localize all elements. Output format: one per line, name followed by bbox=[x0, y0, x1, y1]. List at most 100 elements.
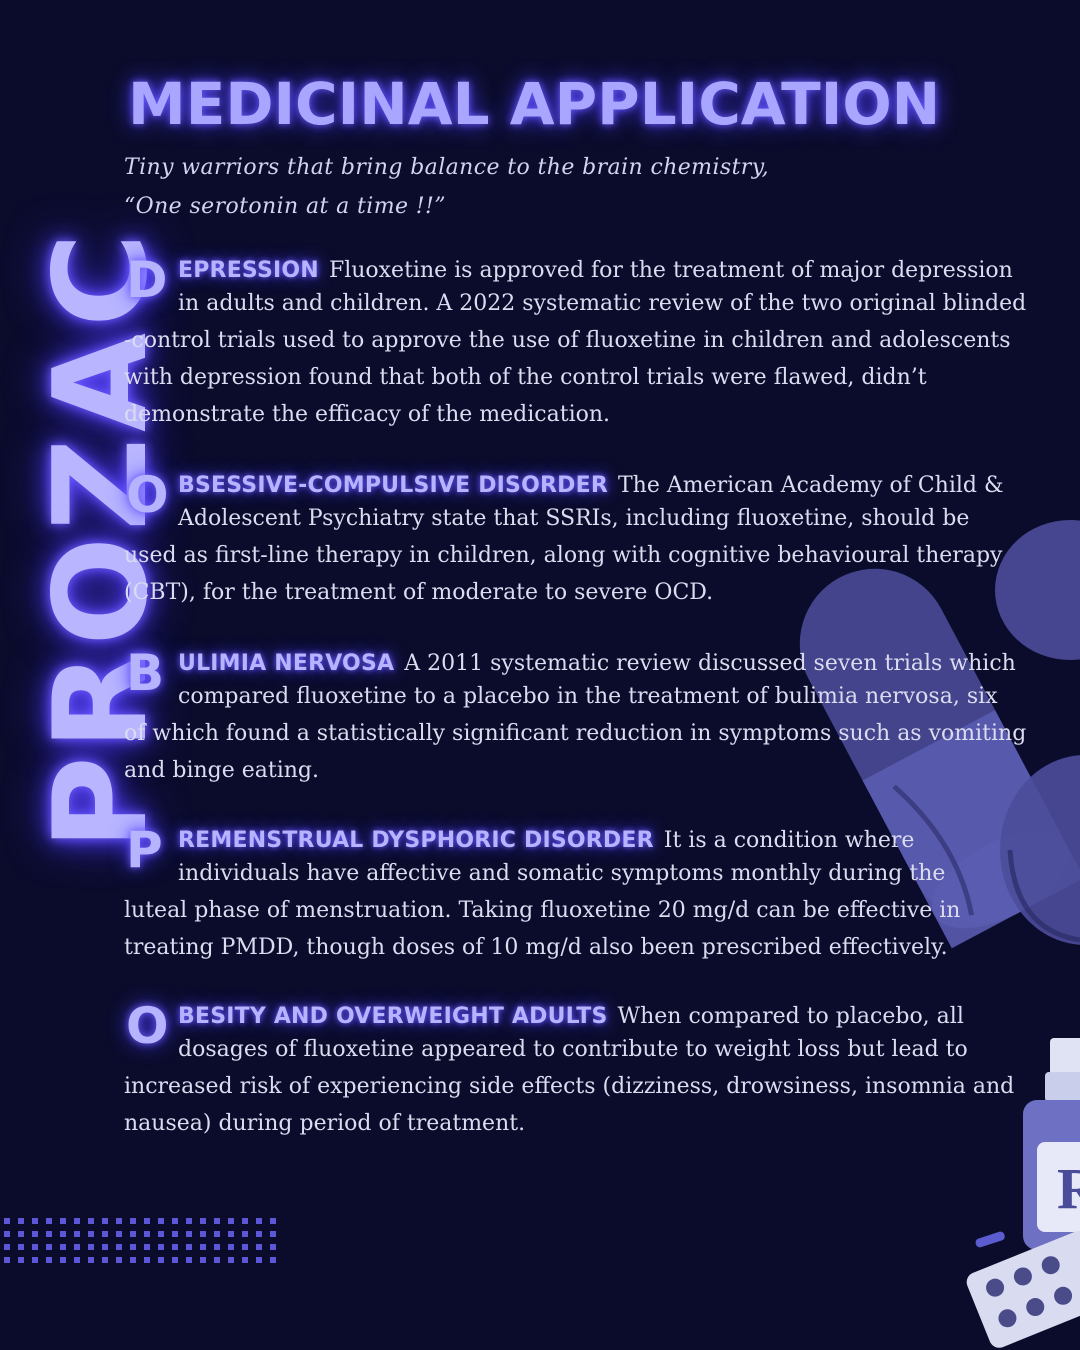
grid-dot bbox=[256, 1244, 262, 1250]
grid-dot bbox=[102, 1218, 108, 1224]
grid-dot bbox=[88, 1218, 94, 1224]
grid-dot bbox=[270, 1244, 276, 1250]
section-ocd: O BSESSIVE-COMPULSIVE DISORDER The Americ… bbox=[124, 467, 1054, 611]
blister-pack-icon bbox=[966, 1230, 1080, 1348]
section-pmdd: P REMENSTRUAL DYSPHORIC DISORDER It is a … bbox=[124, 822, 1054, 966]
grid-dot bbox=[74, 1257, 80, 1263]
grid-dot bbox=[4, 1218, 10, 1224]
grid-dot bbox=[242, 1218, 248, 1224]
grid-dot bbox=[270, 1218, 276, 1224]
grid-dot bbox=[144, 1218, 150, 1224]
section-text: It is a condition where bbox=[663, 828, 915, 853]
grid-dot bbox=[60, 1231, 66, 1237]
grid-dot bbox=[158, 1244, 164, 1250]
grid-dot bbox=[32, 1231, 38, 1237]
grid-dot bbox=[88, 1231, 94, 1237]
grid-dot bbox=[88, 1244, 94, 1250]
grid-dot bbox=[172, 1231, 178, 1237]
section-text: dosages of fluoxetine appeared to contri… bbox=[178, 1037, 968, 1062]
section-text: increased risk of experiencing side effe… bbox=[124, 1074, 1015, 1136]
grid-dot bbox=[200, 1244, 206, 1250]
section-obesity: O BESITY AND OVERWEIGHT ADULTS When compa… bbox=[124, 998, 1054, 1142]
section-text: Fluoxetine is approved for the treatment… bbox=[328, 258, 1013, 283]
section-text: in adults and children. A 2022 systemati… bbox=[178, 291, 1027, 316]
capsule-icon bbox=[995, 520, 1080, 945]
grid-dot bbox=[88, 1257, 94, 1263]
grid-dot bbox=[228, 1231, 234, 1237]
grid-dot bbox=[172, 1218, 178, 1224]
grid-dot bbox=[158, 1231, 164, 1237]
grid-dot bbox=[200, 1257, 206, 1263]
grid-dot bbox=[172, 1257, 178, 1263]
grid-dot bbox=[158, 1257, 164, 1263]
section-text: A 2011 systematic review discussed seven… bbox=[404, 651, 1016, 676]
grid-dot bbox=[158, 1218, 164, 1224]
section-heading: ULIMIA NERVOSA bbox=[178, 651, 395, 676]
grid-dot bbox=[228, 1244, 234, 1250]
grid-dot bbox=[242, 1231, 248, 1237]
section-depression: D EPRESSION Fluoxetine is approved for th… bbox=[124, 252, 1054, 433]
section-text: compared fluoxetine to a placebo in the … bbox=[178, 684, 998, 709]
grid-dot bbox=[60, 1244, 66, 1250]
grid-dot bbox=[18, 1244, 24, 1250]
grid-dot bbox=[60, 1257, 66, 1263]
drop-cap: O bbox=[126, 466, 169, 524]
grid-dot bbox=[242, 1257, 248, 1263]
grid-dot bbox=[270, 1257, 276, 1263]
grid-dot bbox=[270, 1231, 276, 1237]
section-text: individuals have affective and somatic s… bbox=[178, 861, 946, 886]
grid-dot bbox=[214, 1218, 220, 1224]
section-heading: BESITY AND OVERWEIGHT ADULTS bbox=[178, 1004, 608, 1029]
section-text: used as first-line therapy in children, … bbox=[124, 543, 1003, 605]
grid-dot bbox=[18, 1218, 24, 1224]
grid-dot bbox=[256, 1257, 262, 1263]
grid-dot bbox=[186, 1218, 192, 1224]
grid-dot bbox=[32, 1218, 38, 1224]
drop-cap: B bbox=[126, 644, 165, 702]
section-text: Adolescent Psychiatry state that SSRIs, … bbox=[178, 506, 970, 531]
dot-grid-pattern bbox=[4, 1218, 276, 1263]
grid-dot bbox=[228, 1218, 234, 1224]
grid-dot bbox=[130, 1257, 136, 1263]
grid-dot bbox=[130, 1218, 136, 1224]
section-heading: BSESSIVE-COMPULSIVE DISORDER bbox=[178, 473, 608, 498]
grid-dot bbox=[186, 1244, 192, 1250]
grid-dot bbox=[18, 1231, 24, 1237]
grid-dot bbox=[46, 1231, 52, 1237]
grid-dot bbox=[116, 1257, 122, 1263]
grid-dot bbox=[102, 1244, 108, 1250]
grid-dot bbox=[74, 1244, 80, 1250]
pill-bottle-icon: R bbox=[1023, 1038, 1080, 1250]
section-text: of which found a statistically significa… bbox=[124, 721, 1027, 783]
section-text: The American Academy of Child & bbox=[617, 473, 1004, 498]
tagline-line-2: “One serotonin at a time !!” bbox=[124, 194, 446, 219]
tagline: Tiny warriors that bring balance to the … bbox=[124, 148, 884, 226]
grid-dot bbox=[214, 1244, 220, 1250]
section-text: -control trials used to approve the use … bbox=[124, 328, 1011, 427]
section-heading: REMENSTRUAL DYSPHORIC DISORDER bbox=[178, 828, 654, 853]
section-text: When compared to placebo, all bbox=[617, 1004, 964, 1029]
tagline-line-1: Tiny warriors that bring balance to the … bbox=[124, 155, 770, 180]
grid-dot bbox=[74, 1231, 80, 1237]
grid-dot bbox=[130, 1244, 136, 1250]
drop-cap: O bbox=[126, 997, 169, 1055]
grid-dot bbox=[116, 1231, 122, 1237]
grid-dot bbox=[130, 1231, 136, 1237]
grid-dot bbox=[228, 1257, 234, 1263]
grid-dot bbox=[144, 1244, 150, 1250]
grid-dot bbox=[186, 1257, 192, 1263]
grid-dot bbox=[46, 1244, 52, 1250]
grid-dot bbox=[186, 1231, 192, 1237]
grid-dot bbox=[144, 1231, 150, 1237]
section-text: luteal phase of menstruation. Taking flu… bbox=[124, 898, 961, 960]
section-bulimia: B ULIMIA NERVOSA A 2011 systematic review… bbox=[124, 645, 1054, 789]
grid-dot bbox=[116, 1244, 122, 1250]
grid-dot bbox=[32, 1257, 38, 1263]
grid-dot bbox=[18, 1257, 24, 1263]
page-title: MEDICINAL APPLICATION bbox=[128, 70, 941, 138]
section-heading: EPRESSION bbox=[178, 258, 319, 283]
grid-dot bbox=[46, 1218, 52, 1224]
grid-dot bbox=[102, 1257, 108, 1263]
grid-dot bbox=[46, 1257, 52, 1263]
grid-dot bbox=[4, 1257, 10, 1263]
